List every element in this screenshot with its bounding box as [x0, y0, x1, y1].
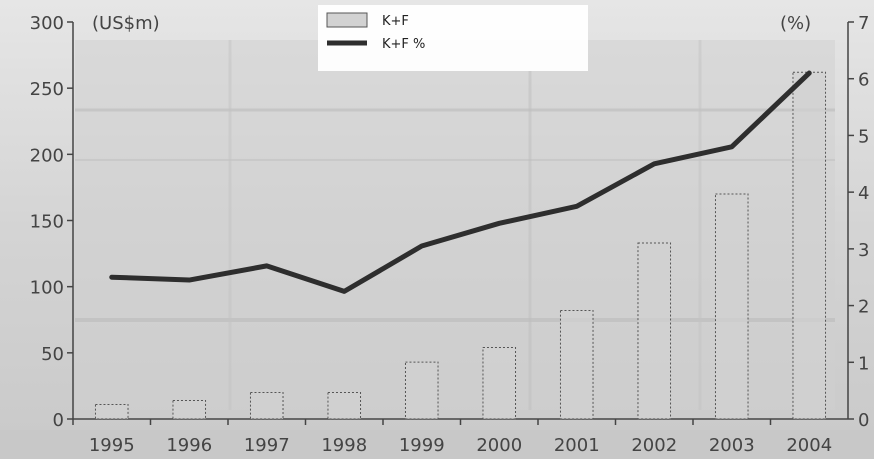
- x-axis-tick-label: 2004: [786, 435, 832, 456]
- x-axis-tick-label: 2003: [709, 435, 755, 456]
- left-axis-tick-label: 50: [41, 344, 64, 365]
- right-axis-tick-label: 0: [858, 410, 869, 431]
- bar-2004: [792, 71, 827, 420]
- legend-swatch-bar: [326, 12, 368, 28]
- right-axis-tick-label: 1: [858, 353, 869, 374]
- left-axis-tick-label: 200: [30, 145, 64, 166]
- left-axis-unit-label: (US$m): [92, 13, 160, 34]
- x-axis-tick-label: 1997: [244, 435, 290, 456]
- bar-1996: [172, 399, 207, 420]
- line-series: [109, 70, 812, 294]
- right-axis-tick-label: 7: [858, 13, 869, 34]
- bar-1999: [404, 361, 439, 420]
- bar-2002: [637, 242, 672, 420]
- x-axis-tick-label: 1996: [166, 435, 212, 456]
- right-axis-tick-label: 5: [858, 126, 869, 147]
- bar-2000: [482, 347, 517, 420]
- legend: K+F K+F %: [318, 5, 588, 71]
- left-axis-tick-label: 300: [30, 13, 64, 34]
- x-tick-labels: 1995 1996 1997 1998 1999 2000 2001 2002 2003 2004: [72, 419, 832, 456]
- left-axis-tick-label: 0: [53, 410, 64, 431]
- right-axis-tick-label: 4: [858, 183, 869, 204]
- left-tick-labels: 0 50 100 150 200 250 300: [30, 13, 73, 431]
- x-axis-tick-label: 1995: [89, 435, 135, 456]
- legend-label-line: K+F %: [382, 37, 425, 52]
- right-axis-unit-label: (%): [780, 13, 811, 34]
- bar-2003: [714, 193, 749, 420]
- x-axis-tick-label: 2000: [476, 435, 522, 456]
- legend-label-bar: K+F: [382, 14, 409, 29]
- right-tick-labels: 0 1 2 3 4 5 6 7: [848, 13, 869, 431]
- left-axis-tick-label: 250: [30, 79, 64, 100]
- bar-series: [94, 71, 827, 420]
- x-axis-tick-label: 1998: [321, 435, 367, 456]
- left-axis-tick-label: 150: [30, 212, 64, 233]
- right-axis-tick-label: 6: [858, 70, 869, 91]
- bar-1995: [94, 403, 129, 420]
- bar-1997: [249, 392, 284, 420]
- x-axis-tick-label: 2001: [554, 435, 600, 456]
- line-series-path: [109, 70, 812, 294]
- bar-1998: [327, 392, 362, 420]
- left-axis-tick-label: 100: [30, 278, 64, 299]
- right-axis-tick-label: 3: [858, 240, 869, 261]
- x-axis-tick-label: 1999: [399, 435, 445, 456]
- right-axis-tick-label: 2: [858, 297, 869, 318]
- bar-2001: [559, 309, 594, 420]
- x-axis-tick-label: 2002: [631, 435, 677, 456]
